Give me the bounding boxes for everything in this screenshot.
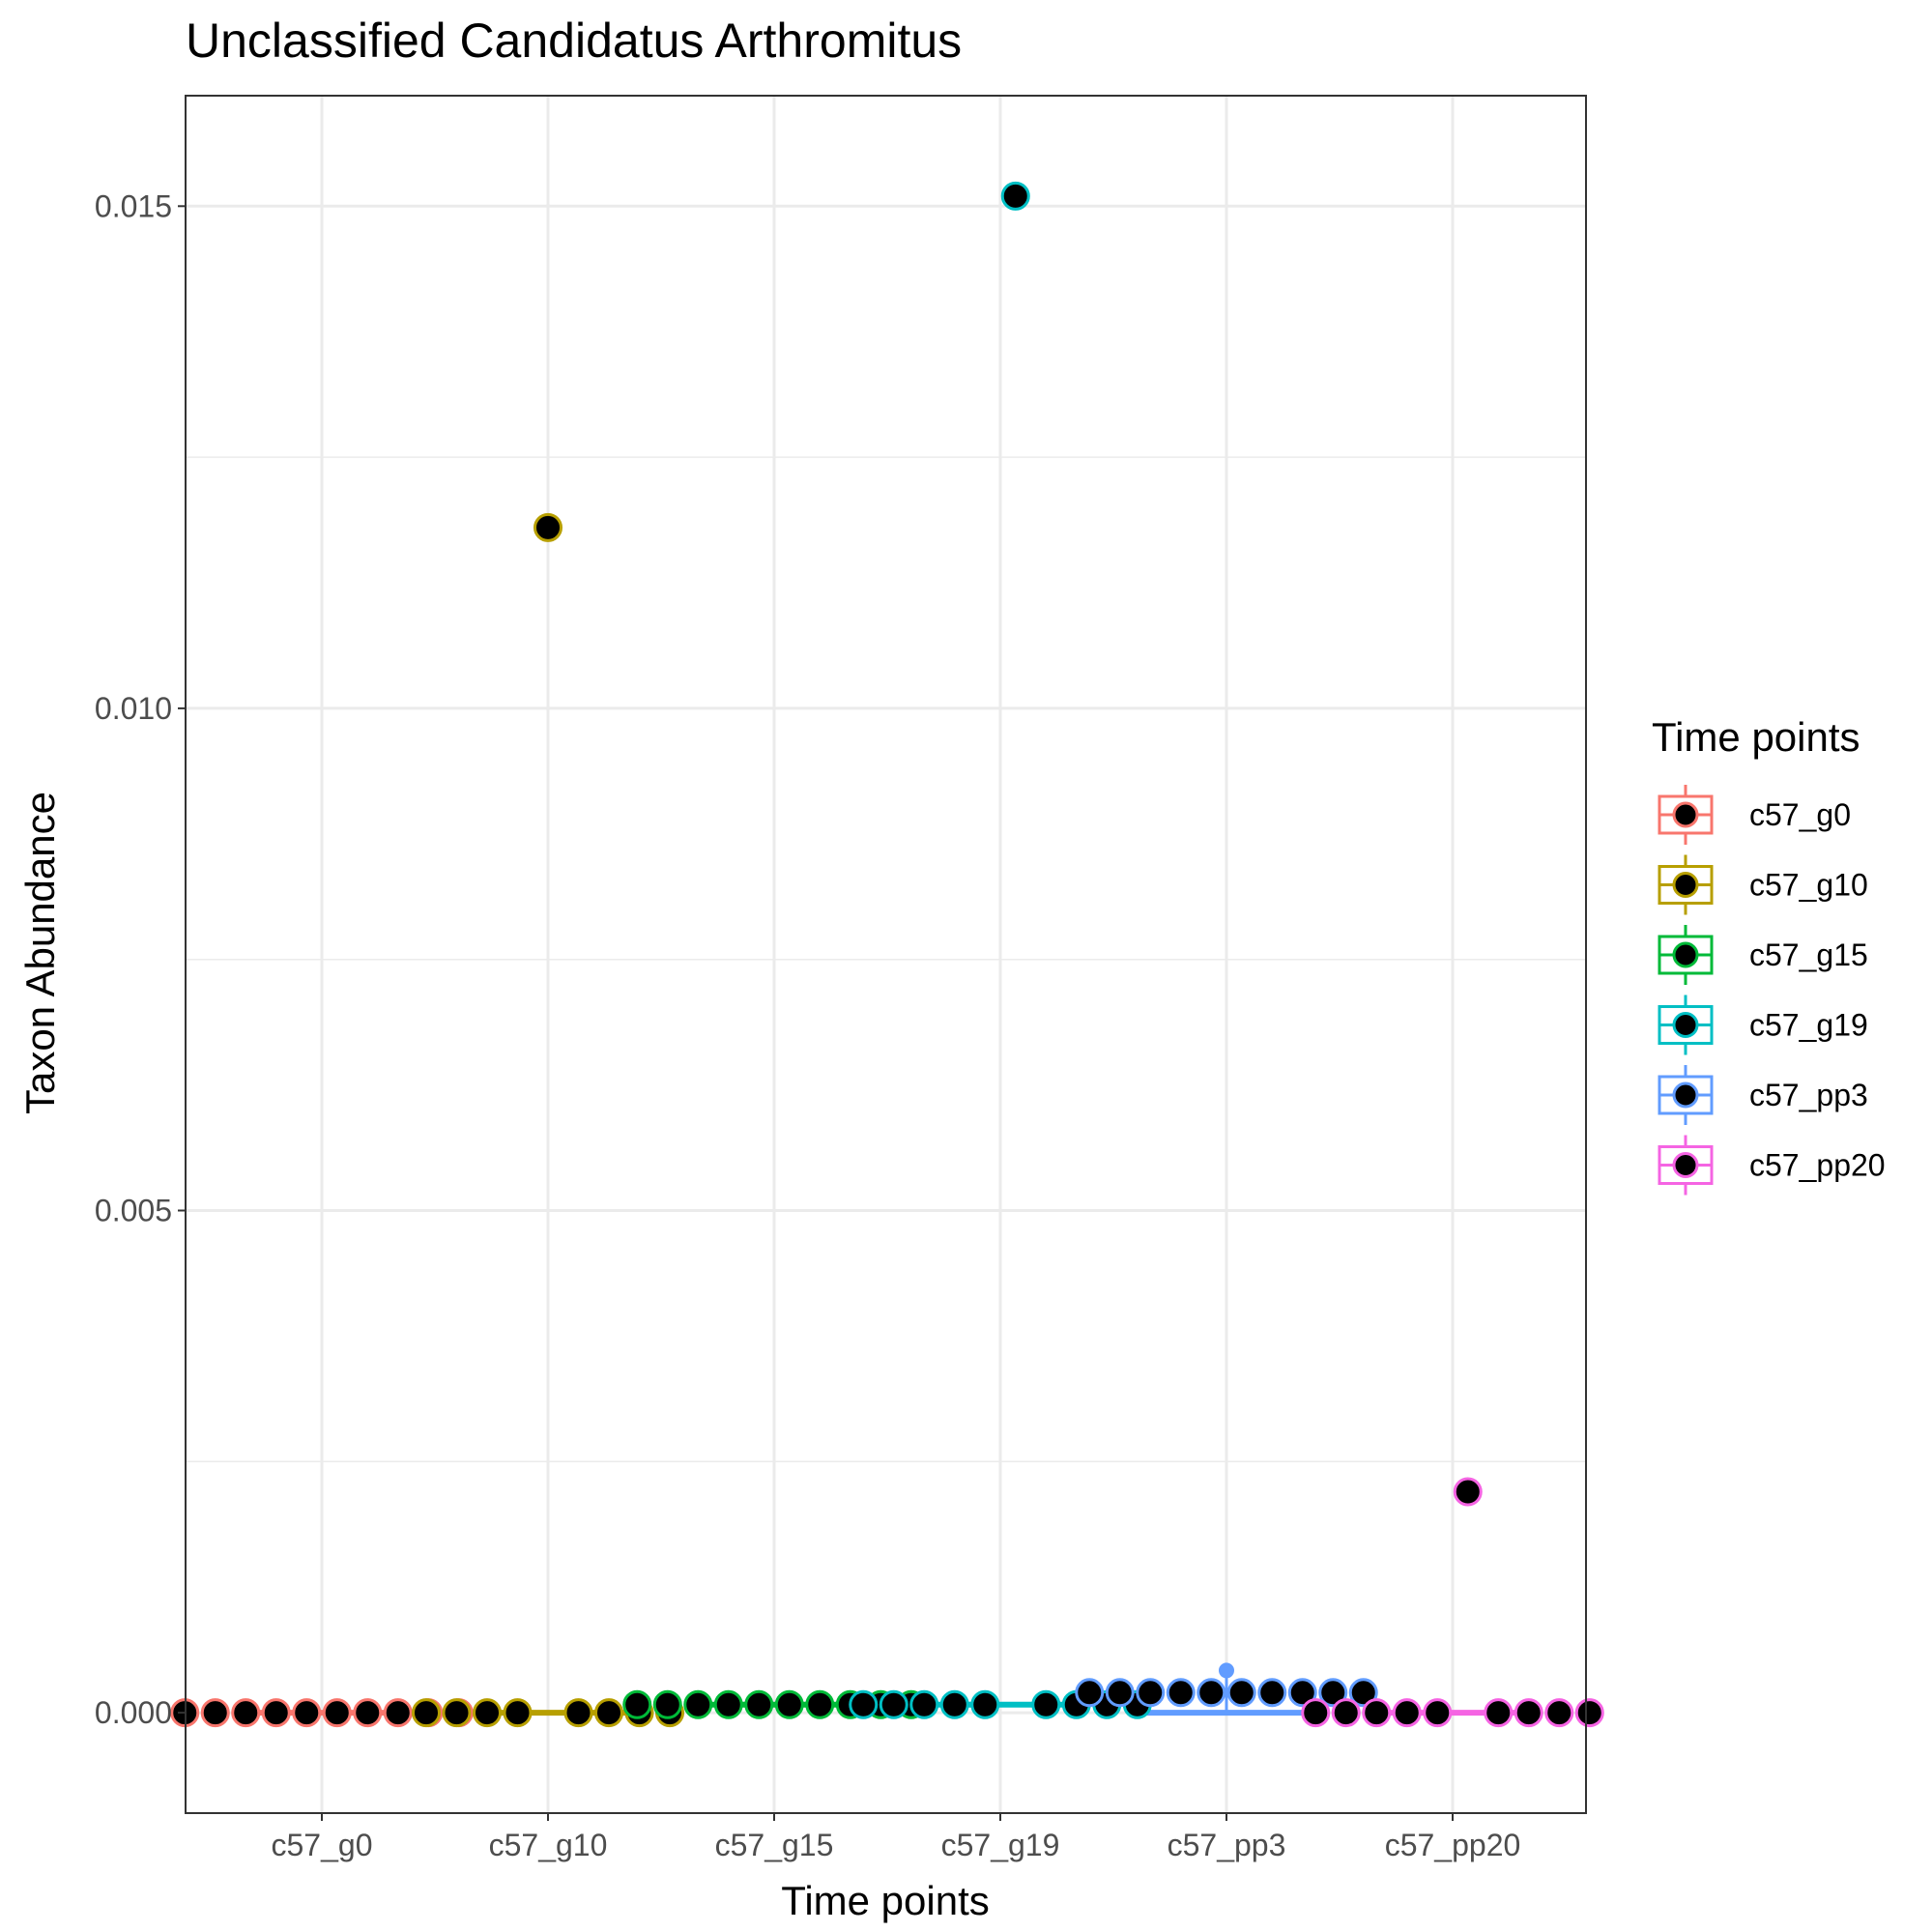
legend-label: c57_g19: [1749, 1008, 1868, 1043]
data-points: [170, 181, 1604, 1728]
data-point: [1287, 1678, 1317, 1708]
data-point: [383, 1698, 413, 1728]
legend-key-point: [1672, 801, 1699, 828]
data-point: [1423, 1698, 1453, 1728]
y-tick-label: 0.005: [95, 1193, 172, 1227]
data-point: [1226, 1678, 1256, 1708]
legend-key-point: [1672, 1012, 1699, 1038]
y-tick-label: 0.000: [95, 1695, 172, 1730]
data-point: [1392, 1698, 1422, 1728]
data-point: [1031, 1689, 1061, 1719]
data-point: [412, 1698, 441, 1728]
data-point: [442, 1698, 472, 1728]
x-tick-label: c57_g0: [272, 1828, 373, 1862]
legend-title: Time points: [1652, 714, 1860, 760]
grid: [186, 96, 1586, 1813]
data-point: [1105, 1678, 1135, 1708]
legend: Time points c57_g0 c57_g10 c57_g15 c57_g19c…: [1652, 714, 1886, 1196]
data-point: [1362, 1698, 1392, 1728]
data-point: [622, 1689, 652, 1719]
data-point: [1257, 1678, 1287, 1708]
data-point: [683, 1689, 713, 1719]
data-point: [1544, 1698, 1574, 1728]
x-axis: c57_g0 c57_g10 c57_g15 c57_g19 c57_pp3 c57_pp…: [272, 1813, 1521, 1862]
outlier-point: [1219, 1662, 1234, 1679]
legend-label: c57_pp20: [1749, 1148, 1886, 1183]
data-point: [970, 1689, 1000, 1719]
legend-label: c57_g0: [1749, 797, 1851, 832]
data-point: [200, 1698, 230, 1728]
data-point: [774, 1689, 804, 1719]
legend-key-point: [1672, 872, 1699, 898]
x-tick-label: c57_pp20: [1385, 1828, 1521, 1862]
data-point: [231, 1698, 261, 1728]
data-point: [939, 1689, 969, 1719]
y-axis: 0.000 0.005 0.010 0.015: [95, 188, 186, 1730]
plot-background: [186, 96, 1586, 1813]
data-point: [1000, 181, 1030, 211]
data-point: [744, 1689, 774, 1719]
data-point: [1348, 1678, 1378, 1708]
data-point: [1318, 1678, 1348, 1708]
x-tick-label: c57_g19: [941, 1828, 1060, 1862]
data-point: [1197, 1678, 1226, 1708]
data-point: [652, 1689, 682, 1719]
data-point: [909, 1689, 939, 1719]
data-point: [533, 512, 562, 542]
x-axis-title: Time points: [781, 1878, 990, 1923]
data-point: [292, 1698, 322, 1728]
data-point: [1166, 1678, 1196, 1708]
data-point: [473, 1698, 502, 1728]
data-point: [1136, 1678, 1166, 1708]
data-point: [1484, 1698, 1514, 1728]
data-point: [713, 1689, 743, 1719]
legend-key-point: [1672, 1152, 1699, 1178]
legend-key-point: [1672, 941, 1699, 968]
data-point: [594, 1698, 623, 1728]
x-tick-label: c57_g10: [489, 1828, 608, 1862]
legend-key-point: [1672, 1081, 1699, 1109]
legend-label: c57_g10: [1749, 868, 1868, 903]
legend-label: c57_g15: [1749, 937, 1868, 972]
data-point: [563, 1698, 593, 1728]
data-point: [1301, 1698, 1331, 1728]
data-point: [879, 1689, 908, 1719]
data-point: [503, 1698, 533, 1728]
data-point: [1075, 1678, 1105, 1708]
data-point: [849, 1689, 879, 1719]
data-point: [353, 1698, 383, 1728]
plot-panel-border: [185, 95, 1587, 1814]
data-point: [261, 1698, 291, 1728]
data-point: [322, 1698, 352, 1728]
x-tick-label: c57_g15: [715, 1828, 834, 1862]
data-point: [1453, 1477, 1483, 1507]
data-point: [1331, 1698, 1361, 1728]
data-point: [805, 1689, 835, 1719]
legend-label: c57_pp3: [1749, 1078, 1868, 1112]
y-tick-label: 0.010: [95, 691, 172, 726]
data-point: [1574, 1698, 1604, 1728]
y-tick-label: 0.015: [95, 188, 172, 223]
y-axis-title: Taxon Abundance: [17, 792, 63, 1114]
chart-title: Unclassified Candidatus Arthromitus: [186, 14, 962, 68]
x-tick-label: c57_pp3: [1168, 1828, 1286, 1862]
data-point: [1514, 1698, 1543, 1728]
